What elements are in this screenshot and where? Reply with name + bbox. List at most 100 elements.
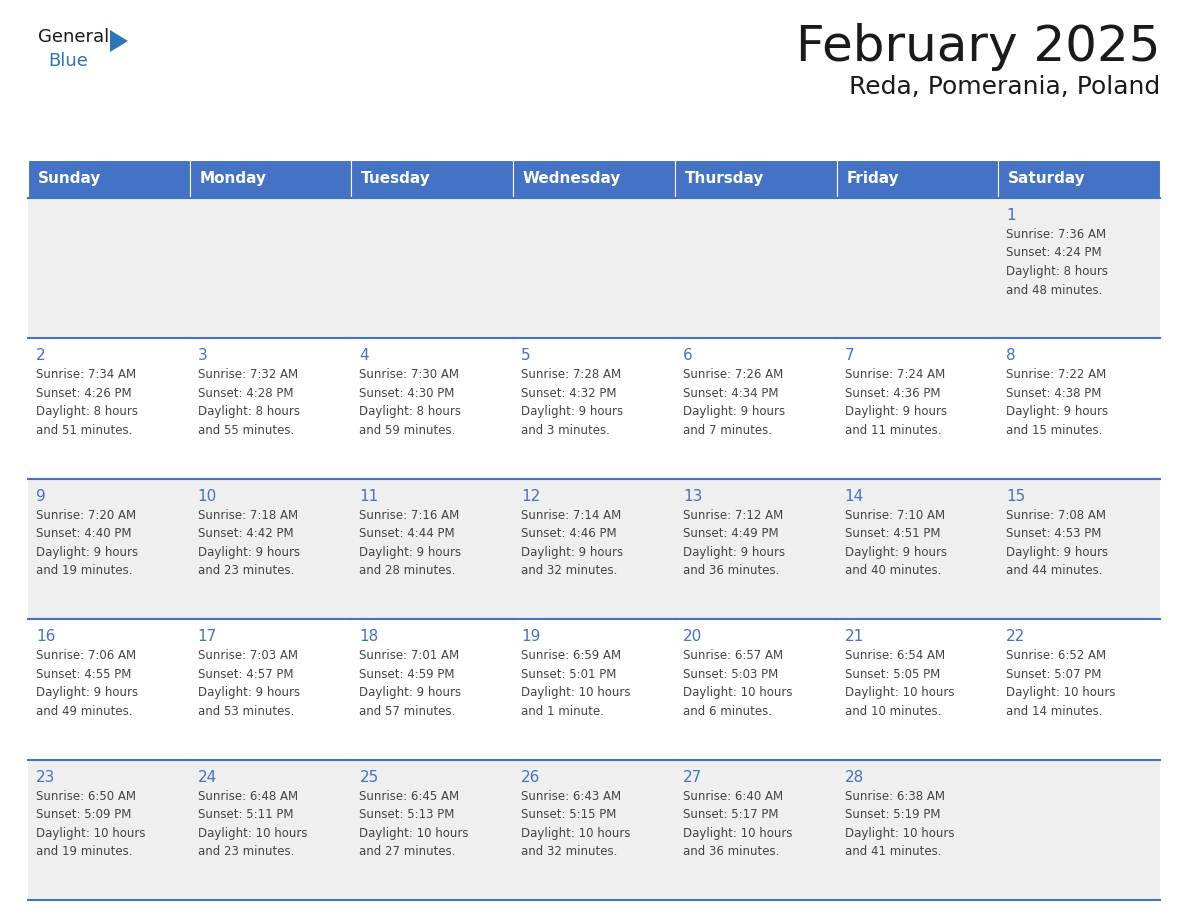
- Text: 19: 19: [522, 629, 541, 644]
- Text: Sunrise: 6:54 AM
Sunset: 5:05 PM
Daylight: 10 hours
and 10 minutes.: Sunrise: 6:54 AM Sunset: 5:05 PM Dayligh…: [845, 649, 954, 718]
- Text: 1: 1: [1006, 208, 1016, 223]
- Text: 2: 2: [36, 349, 45, 364]
- Bar: [352, 620, 513, 759]
- Bar: [513, 479, 675, 620]
- Text: Sunrise: 7:34 AM
Sunset: 4:26 PM
Daylight: 8 hours
and 51 minutes.: Sunrise: 7:34 AM Sunset: 4:26 PM Dayligh…: [36, 368, 138, 437]
- Text: 27: 27: [683, 769, 702, 785]
- Text: 25: 25: [360, 769, 379, 785]
- Bar: [513, 198, 675, 339]
- Bar: [29, 160, 190, 198]
- Bar: [29, 198, 190, 339]
- Bar: [836, 339, 998, 479]
- Bar: [29, 479, 190, 620]
- Bar: [190, 479, 352, 620]
- Bar: [998, 339, 1159, 479]
- Text: Sunday: Sunday: [38, 172, 101, 186]
- Bar: [998, 479, 1159, 620]
- Bar: [352, 339, 513, 479]
- Text: Sunrise: 7:01 AM
Sunset: 4:59 PM
Daylight: 9 hours
and 57 minutes.: Sunrise: 7:01 AM Sunset: 4:59 PM Dayligh…: [360, 649, 462, 718]
- Text: Sunrise: 7:14 AM
Sunset: 4:46 PM
Daylight: 9 hours
and 32 minutes.: Sunrise: 7:14 AM Sunset: 4:46 PM Dayligh…: [522, 509, 624, 577]
- Text: Sunrise: 7:22 AM
Sunset: 4:38 PM
Daylight: 9 hours
and 15 minutes.: Sunrise: 7:22 AM Sunset: 4:38 PM Dayligh…: [1006, 368, 1108, 437]
- Text: Sunrise: 7:36 AM
Sunset: 4:24 PM
Daylight: 8 hours
and 48 minutes.: Sunrise: 7:36 AM Sunset: 4:24 PM Dayligh…: [1006, 228, 1108, 297]
- Polygon shape: [110, 30, 128, 52]
- Text: Sunrise: 6:45 AM
Sunset: 5:13 PM
Daylight: 10 hours
and 27 minutes.: Sunrise: 6:45 AM Sunset: 5:13 PM Dayligh…: [360, 789, 469, 858]
- Bar: [675, 198, 836, 339]
- Text: Tuesday: Tuesday: [361, 172, 431, 186]
- Text: 13: 13: [683, 488, 702, 504]
- Text: Blue: Blue: [48, 52, 88, 70]
- Bar: [675, 160, 836, 198]
- Bar: [836, 759, 998, 900]
- Text: Sunrise: 6:57 AM
Sunset: 5:03 PM
Daylight: 10 hours
and 6 minutes.: Sunrise: 6:57 AM Sunset: 5:03 PM Dayligh…: [683, 649, 792, 718]
- Text: Saturday: Saturday: [1007, 172, 1086, 186]
- Text: 9: 9: [36, 488, 46, 504]
- Text: Thursday: Thursday: [684, 172, 764, 186]
- Bar: [998, 160, 1159, 198]
- Bar: [352, 160, 513, 198]
- Bar: [352, 759, 513, 900]
- Bar: [675, 620, 836, 759]
- Bar: [190, 759, 352, 900]
- Bar: [998, 198, 1159, 339]
- Text: Sunrise: 6:48 AM
Sunset: 5:11 PM
Daylight: 10 hours
and 23 minutes.: Sunrise: 6:48 AM Sunset: 5:11 PM Dayligh…: [197, 789, 308, 858]
- Bar: [836, 198, 998, 339]
- Bar: [675, 339, 836, 479]
- Text: Sunrise: 7:06 AM
Sunset: 4:55 PM
Daylight: 9 hours
and 49 minutes.: Sunrise: 7:06 AM Sunset: 4:55 PM Dayligh…: [36, 649, 138, 718]
- Text: 22: 22: [1006, 629, 1025, 644]
- Bar: [190, 198, 352, 339]
- Text: 4: 4: [360, 349, 369, 364]
- Bar: [29, 620, 190, 759]
- Bar: [352, 479, 513, 620]
- Text: Sunrise: 7:16 AM
Sunset: 4:44 PM
Daylight: 9 hours
and 28 minutes.: Sunrise: 7:16 AM Sunset: 4:44 PM Dayligh…: [360, 509, 462, 577]
- Text: 20: 20: [683, 629, 702, 644]
- Text: Sunrise: 7:26 AM
Sunset: 4:34 PM
Daylight: 9 hours
and 7 minutes.: Sunrise: 7:26 AM Sunset: 4:34 PM Dayligh…: [683, 368, 785, 437]
- Text: 15: 15: [1006, 488, 1025, 504]
- Bar: [675, 479, 836, 620]
- Text: Sunrise: 7:30 AM
Sunset: 4:30 PM
Daylight: 8 hours
and 59 minutes.: Sunrise: 7:30 AM Sunset: 4:30 PM Dayligh…: [360, 368, 461, 437]
- Bar: [190, 160, 352, 198]
- Bar: [836, 620, 998, 759]
- Text: 10: 10: [197, 488, 217, 504]
- Bar: [513, 160, 675, 198]
- Bar: [513, 620, 675, 759]
- Text: 26: 26: [522, 769, 541, 785]
- Text: Sunrise: 7:12 AM
Sunset: 4:49 PM
Daylight: 9 hours
and 36 minutes.: Sunrise: 7:12 AM Sunset: 4:49 PM Dayligh…: [683, 509, 785, 577]
- Text: 16: 16: [36, 629, 56, 644]
- Text: Sunrise: 7:20 AM
Sunset: 4:40 PM
Daylight: 9 hours
and 19 minutes.: Sunrise: 7:20 AM Sunset: 4:40 PM Dayligh…: [36, 509, 138, 577]
- Text: 6: 6: [683, 349, 693, 364]
- Bar: [836, 479, 998, 620]
- Bar: [29, 759, 190, 900]
- Text: Friday: Friday: [846, 172, 899, 186]
- Text: 11: 11: [360, 488, 379, 504]
- Bar: [836, 160, 998, 198]
- Text: Sunrise: 7:08 AM
Sunset: 4:53 PM
Daylight: 9 hours
and 44 minutes.: Sunrise: 7:08 AM Sunset: 4:53 PM Dayligh…: [1006, 509, 1108, 577]
- Text: Sunrise: 6:50 AM
Sunset: 5:09 PM
Daylight: 10 hours
and 19 minutes.: Sunrise: 6:50 AM Sunset: 5:09 PM Dayligh…: [36, 789, 145, 858]
- Text: 5: 5: [522, 349, 531, 364]
- Bar: [29, 339, 190, 479]
- Text: Wednesday: Wednesday: [523, 172, 621, 186]
- Text: Sunrise: 6:40 AM
Sunset: 5:17 PM
Daylight: 10 hours
and 36 minutes.: Sunrise: 6:40 AM Sunset: 5:17 PM Dayligh…: [683, 789, 792, 858]
- Bar: [190, 339, 352, 479]
- Text: Sunrise: 7:28 AM
Sunset: 4:32 PM
Daylight: 9 hours
and 3 minutes.: Sunrise: 7:28 AM Sunset: 4:32 PM Dayligh…: [522, 368, 624, 437]
- Text: Monday: Monday: [200, 172, 266, 186]
- Text: 24: 24: [197, 769, 217, 785]
- Bar: [190, 620, 352, 759]
- Text: Sunrise: 6:43 AM
Sunset: 5:15 PM
Daylight: 10 hours
and 32 minutes.: Sunrise: 6:43 AM Sunset: 5:15 PM Dayligh…: [522, 789, 631, 858]
- Text: February 2025: February 2025: [796, 23, 1159, 71]
- Text: Reda, Pomerania, Poland: Reda, Pomerania, Poland: [848, 75, 1159, 99]
- Text: 17: 17: [197, 629, 217, 644]
- Text: 14: 14: [845, 488, 864, 504]
- Text: 28: 28: [845, 769, 864, 785]
- Text: 8: 8: [1006, 349, 1016, 364]
- Bar: [675, 759, 836, 900]
- Bar: [513, 339, 675, 479]
- Text: Sunrise: 6:52 AM
Sunset: 5:07 PM
Daylight: 10 hours
and 14 minutes.: Sunrise: 6:52 AM Sunset: 5:07 PM Dayligh…: [1006, 649, 1116, 718]
- Text: Sunrise: 7:18 AM
Sunset: 4:42 PM
Daylight: 9 hours
and 23 minutes.: Sunrise: 7:18 AM Sunset: 4:42 PM Dayligh…: [197, 509, 299, 577]
- Text: 12: 12: [522, 488, 541, 504]
- Text: Sunrise: 6:59 AM
Sunset: 5:01 PM
Daylight: 10 hours
and 1 minute.: Sunrise: 6:59 AM Sunset: 5:01 PM Dayligh…: [522, 649, 631, 718]
- Bar: [998, 620, 1159, 759]
- Text: 7: 7: [845, 349, 854, 364]
- Text: Sunrise: 7:24 AM
Sunset: 4:36 PM
Daylight: 9 hours
and 11 minutes.: Sunrise: 7:24 AM Sunset: 4:36 PM Dayligh…: [845, 368, 947, 437]
- Text: 3: 3: [197, 349, 208, 364]
- Bar: [998, 759, 1159, 900]
